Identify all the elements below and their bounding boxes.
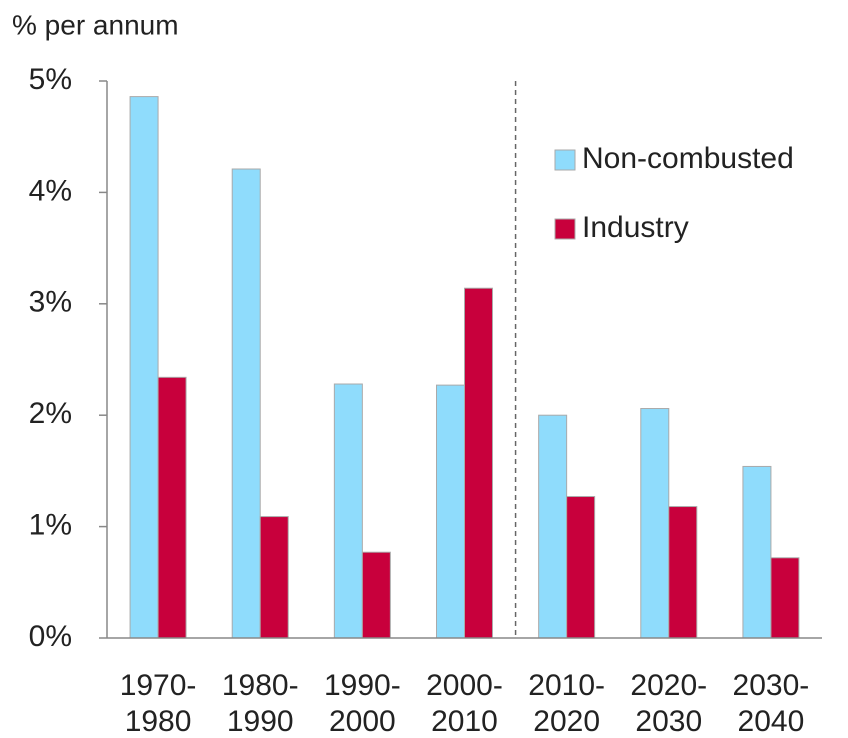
x-tick-label: 2000-2010 xyxy=(426,669,503,738)
y-tick-label: 2% xyxy=(29,397,72,430)
y-tick-label: 4% xyxy=(29,174,72,207)
bar xyxy=(742,465,772,639)
bar xyxy=(436,384,465,639)
x-tick-label: 2020-2030 xyxy=(630,669,708,738)
x-tick-label: 2030-2040 xyxy=(732,669,810,738)
y-axis-label: % per annum xyxy=(12,9,179,40)
x-tick-label: 1990-2000 xyxy=(323,669,401,738)
bar xyxy=(361,551,391,639)
x-tick-label: 2010-2020 xyxy=(528,669,605,738)
legend-label: Non-combusted xyxy=(582,142,794,175)
bar xyxy=(231,168,261,639)
bar xyxy=(129,96,159,639)
bar xyxy=(668,506,698,639)
y-tick-label: 3% xyxy=(29,286,72,319)
legend-swatch xyxy=(554,218,576,240)
bar xyxy=(538,414,568,639)
legend-swatch xyxy=(554,149,576,171)
bar xyxy=(566,496,596,639)
bar xyxy=(640,408,670,639)
y-tick-label: 1% xyxy=(29,509,72,542)
bar xyxy=(464,287,493,639)
y-tick-label: 5% xyxy=(29,63,72,96)
x-tick-label: 1980-1990 xyxy=(221,669,299,738)
legend-label: Industry xyxy=(582,211,689,244)
bar xyxy=(770,557,800,639)
bar xyxy=(157,376,187,639)
bar xyxy=(259,516,289,639)
bar xyxy=(333,383,363,639)
y-tick-label: 0% xyxy=(29,620,72,653)
x-tick-label: 1970-1980 xyxy=(119,669,197,738)
